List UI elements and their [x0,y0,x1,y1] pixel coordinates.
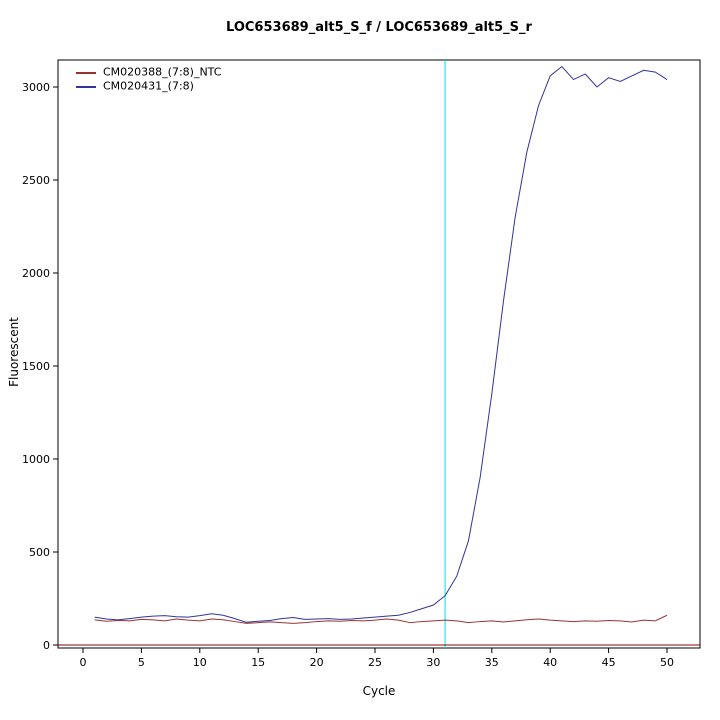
plot-border [57,59,701,649]
x-tick-label: 50 [660,656,674,669]
y-axis-title: Fluorescent [7,317,21,387]
y-tick-label: 3000 [22,81,50,94]
x-tick-label: 35 [485,656,499,669]
legend-line-swatch-ntc [76,71,96,74]
x-tick-label: 20 [310,656,324,669]
x-tick-label: 45 [602,656,616,669]
legend-item-ntc: CM020388_(7:8)_NTC [76,65,221,79]
legend-item-sample: CM020431_(7:8) [76,79,221,93]
y-tick-label: 0 [43,639,50,652]
x-tick-label: 30 [426,656,440,669]
y-tick-label: 2500 [22,174,50,187]
x-tick-label: 5 [138,656,145,669]
x-tick-label: 0 [80,656,87,669]
y-tick-label: 500 [29,546,50,559]
y-tick-label: 1000 [22,453,50,466]
legend: CM020388_(7:8)_NTC CM020431_(7:8) [76,65,221,93]
y-tick-label: 2000 [22,267,50,280]
series-line-0 [94,614,668,624]
legend-label-sample: CM020431_(7:8) [103,79,194,93]
x-tick-label: 25 [368,656,382,669]
x-axis-title: Cycle [362,684,396,698]
series-line-1 [94,65,668,623]
y-tick-label: 1500 [22,360,50,373]
legend-line-swatch-sample [76,85,96,88]
x-tick-label: 10 [193,656,207,669]
x-tick-label: 15 [251,656,265,669]
legend-label-ntc: CM020388_(7:8)_NTC [103,65,222,79]
x-tick-label: 40 [543,656,557,669]
chart-title: LOC653689_alt5_S_f / LOC653689_alt5_S_r [226,20,532,35]
